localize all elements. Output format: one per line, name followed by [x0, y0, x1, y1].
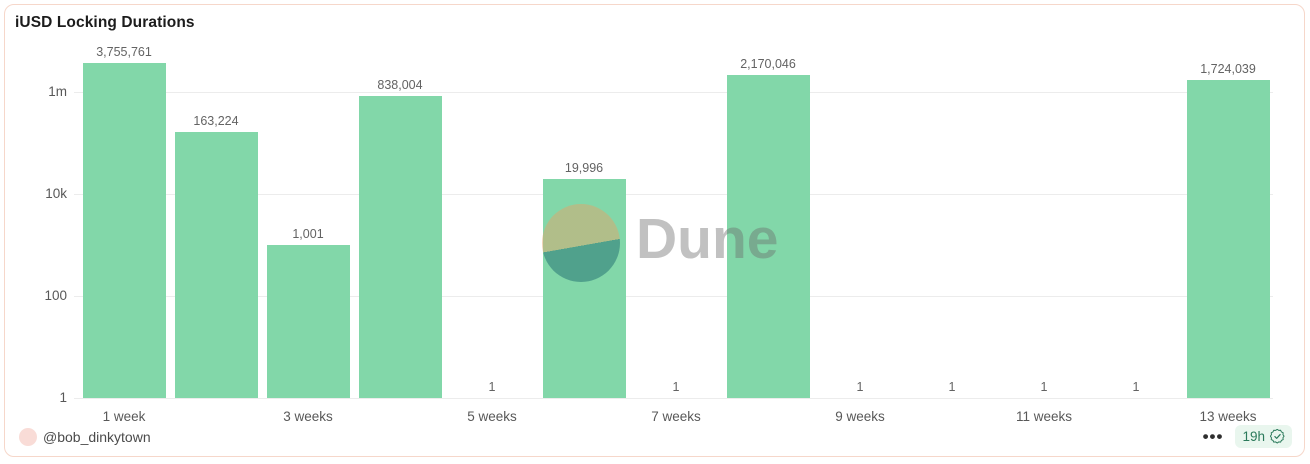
y-axis-tick-label: 1: [59, 390, 67, 405]
bar-6-weeks[interactable]: [542, 178, 626, 398]
author-avatar: [19, 428, 37, 446]
bar-value-label: 1,724,039: [1200, 61, 1256, 76]
bar-value-label: 838,004: [377, 77, 423, 92]
y-axis-tick-label: 10k: [45, 186, 67, 201]
bar-value-label: 163,224: [193, 114, 239, 129]
chart-card: iUSD Locking Durations 1 100 10k 1m 3,755,76…: [4, 4, 1305, 457]
x-axis-tick-label: 9 weeks: [835, 409, 885, 424]
gridline: [74, 398, 1273, 399]
x-axis-tick-label: 5 weeks: [467, 409, 517, 424]
x-axis-tick-label: 7 weeks: [651, 409, 701, 424]
bar-value-label: 2,170,046: [740, 56, 796, 71]
bar-value-label: 1: [856, 380, 864, 394]
bar-3-weeks[interactable]: [266, 244, 350, 398]
ellipsis-icon[interactable]: •••: [1202, 427, 1224, 446]
data-freshness-badge[interactable]: 19h: [1235, 425, 1292, 448]
x-axis-tick-label: 3 weeks: [283, 409, 333, 424]
bar-value-label: 1: [1132, 380, 1140, 394]
bar-value-label: 19,996: [564, 160, 604, 175]
y-axis-tick-label: 100: [44, 288, 67, 303]
data-age-label: 19h: [1242, 429, 1265, 444]
bar-2-weeks[interactable]: [174, 132, 258, 398]
chart-title: iUSD Locking Durations: [15, 14, 195, 31]
bar-4-weeks[interactable]: [358, 95, 442, 398]
gridline: [74, 194, 1273, 195]
bar-value-label: 1: [488, 380, 496, 394]
x-axis-tick-label: 13 weeks: [1199, 409, 1257, 424]
bar-value-label: 1: [1040, 380, 1048, 394]
bar-chart-plot: 1 100 10k 1m 3,755,761 1 week 163,224 1,001 3 we…: [5, 5, 1304, 456]
bar-value-label: 1: [672, 380, 680, 394]
bar-8-weeks[interactable]: [726, 74, 810, 398]
bar-value-label: 1,001: [292, 226, 324, 241]
y-axis-tick-label: 1m: [48, 84, 67, 99]
x-axis-tick-label: 11 weeks: [1015, 409, 1073, 424]
gridline: [74, 92, 1273, 93]
bar-1-week[interactable]: [82, 62, 166, 398]
verified-check-icon: [1270, 429, 1285, 444]
author-link[interactable]: @bob_dinkytown: [19, 427, 151, 447]
bar-value-label: 3,755,761: [96, 44, 152, 59]
gridline: [74, 296, 1273, 297]
x-axis-tick-label: 1 week: [102, 409, 146, 424]
bar-13-weeks[interactable]: [1186, 79, 1270, 398]
author-handle: @bob_dinkytown: [43, 429, 151, 445]
bar-value-label: 1: [948, 380, 956, 394]
footer-actions: ••• 19h: [1202, 425, 1292, 448]
